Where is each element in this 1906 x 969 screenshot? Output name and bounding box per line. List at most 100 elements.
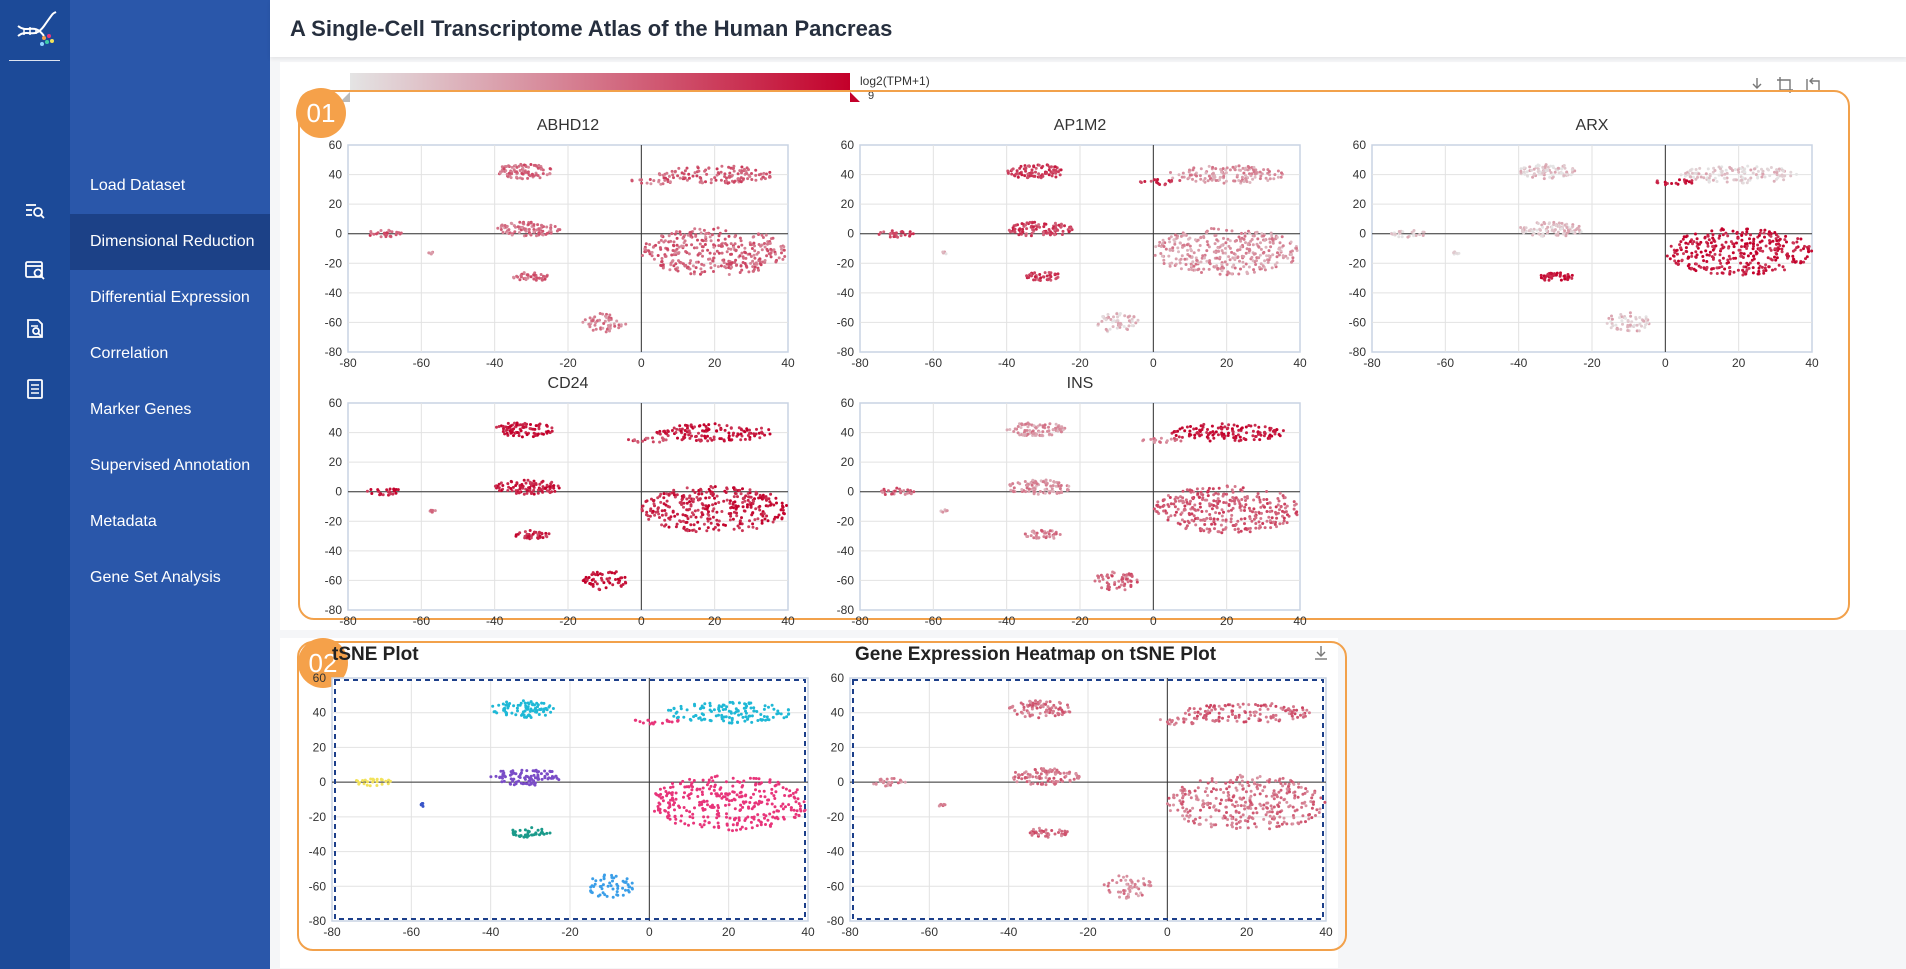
data-point: [1776, 176, 1780, 180]
data-point: [1205, 435, 1209, 439]
y-tick-label: -40: [827, 845, 845, 859]
nav-item-correlation[interactable]: Correlation: [90, 345, 169, 362]
data-point: [507, 228, 511, 232]
data-point: [711, 259, 715, 263]
data-point: [1393, 232, 1397, 236]
data-point: [679, 782, 682, 786]
plot-title-ap1m2: AP1M2: [1053, 117, 1107, 134]
data-point: [1577, 228, 1581, 232]
data-point: [1252, 507, 1256, 511]
data-point: [1188, 244, 1192, 248]
data-point: [668, 180, 672, 184]
data-point: [663, 518, 667, 522]
window-search-icon[interactable]: [24, 259, 46, 281]
data-point: [599, 576, 603, 580]
data-point: [1286, 256, 1290, 260]
data-point: [676, 269, 680, 273]
data-point: [781, 257, 785, 261]
data-point: [548, 831, 552, 835]
data-point: [1010, 172, 1014, 176]
data-point: [765, 802, 769, 806]
download-icon[interactable]: [1312, 644, 1330, 662]
data-point: [1522, 166, 1526, 170]
nav-item-load-dataset[interactable]: Load Dataset: [90, 177, 186, 194]
data-point: [529, 716, 533, 719]
data-point: [1746, 254, 1750, 258]
data-point: [1243, 517, 1247, 521]
data-point: [1192, 264, 1196, 268]
data-point: [1740, 178, 1744, 182]
data-point: [528, 709, 532, 713]
data-point: [1048, 529, 1052, 533]
data-point: [551, 707, 555, 710]
data-point: [1728, 257, 1732, 261]
data-point: [716, 238, 720, 242]
data-point: [741, 784, 745, 788]
data-point: [1180, 511, 1184, 515]
data-point: [912, 490, 916, 494]
data-point: [1706, 242, 1710, 245]
data-point: [685, 809, 689, 813]
nav-item-marker-genes[interactable]: Marker Genes: [90, 401, 192, 418]
data-point: [601, 883, 605, 887]
data-point: [1097, 575, 1100, 578]
data-point: [1185, 243, 1189, 247]
list-document-icon[interactable]: [24, 378, 46, 400]
data-point: [1049, 165, 1053, 169]
scale-min-handle[interactable]: [340, 92, 350, 102]
document-search-icon[interactable]: [24, 318, 46, 340]
y-tick-label: -20: [837, 514, 855, 528]
data-point: [1259, 241, 1262, 245]
data-point: [1020, 423, 1024, 427]
data-point: [658, 246, 662, 250]
data-point: [1773, 170, 1776, 174]
data-point: [717, 251, 721, 255]
nav-item-differential-expression[interactable]: Differential Expression: [90, 289, 250, 306]
data-point: [673, 808, 676, 812]
data-point: [1703, 235, 1707, 239]
data-point: [709, 239, 713, 243]
data-point: [782, 716, 786, 720]
data-point: [676, 174, 680, 178]
data-point: [1285, 521, 1289, 525]
nav-item-metadata[interactable]: Metadata: [90, 513, 157, 530]
data-point: [380, 782, 384, 786]
data-point: [1720, 243, 1724, 247]
data-point: [1724, 240, 1728, 244]
data-point: [687, 172, 691, 176]
data-point: [1275, 255, 1279, 259]
data-point: [1198, 430, 1202, 433]
nav-item-gene-set-analysis[interactable]: Gene Set Analysis: [90, 569, 221, 586]
search-list-icon[interactable]: [24, 200, 46, 222]
data-point: [1519, 169, 1523, 173]
data-point: [1016, 431, 1020, 435]
dna-cells-logo-icon[interactable]: [14, 6, 58, 50]
data-point: [779, 804, 783, 808]
data-point: [528, 529, 532, 532]
data-point: [735, 263, 739, 267]
data-point: [732, 169, 736, 173]
data-point: [700, 790, 704, 794]
data-point: [1258, 170, 1262, 174]
data-point: [672, 253, 676, 257]
data-point: [702, 713, 705, 717]
nav-item-supervised-annotation[interactable]: Supervised Annotation: [90, 457, 251, 474]
data-point: [1281, 521, 1285, 525]
data-point: [700, 270, 704, 274]
data-point: [539, 831, 543, 835]
nav-item-dimensional-reduction[interactable]: Dimensional Reduction: [70, 214, 270, 270]
data-point: [713, 496, 716, 500]
data-point: [1231, 256, 1235, 260]
scale-max-handle[interactable]: [850, 92, 860, 102]
data-point: [1202, 235, 1206, 238]
data-point: [1226, 485, 1229, 489]
data-point: [1207, 530, 1211, 534]
data-point: [688, 815, 692, 819]
